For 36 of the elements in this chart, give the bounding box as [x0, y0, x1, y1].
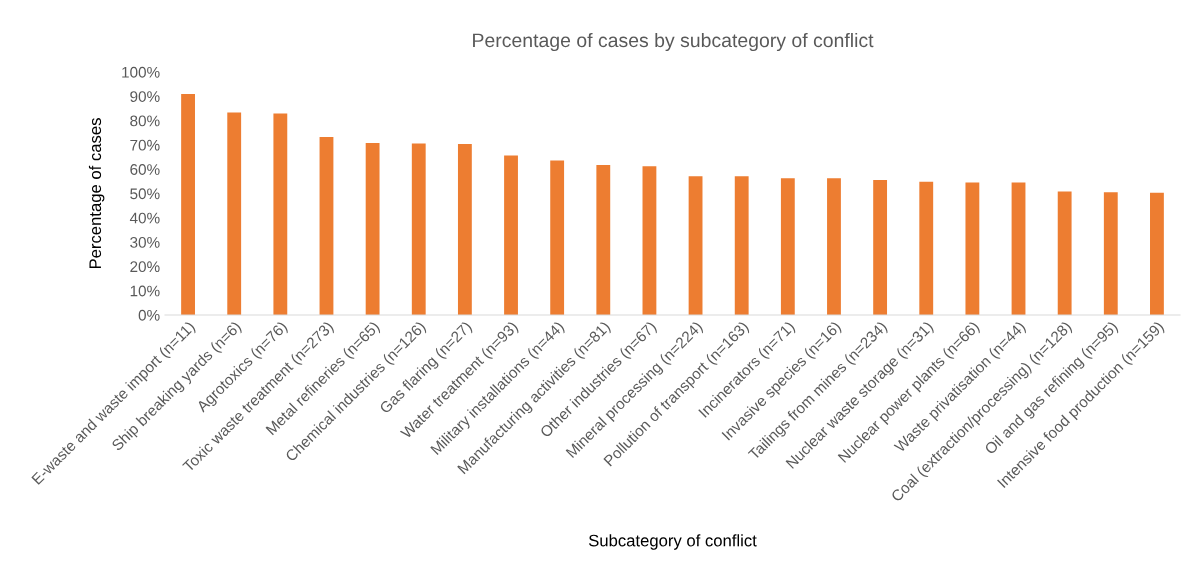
bar — [919, 181, 934, 315]
y-tick-label: 90% — [130, 91, 160, 102]
bar — [827, 178, 841, 315]
x-axis-title: Subcategory of conflict — [588, 534, 757, 550]
bar — [319, 136, 334, 315]
bar — [1103, 192, 1118, 315]
bar — [780, 178, 795, 315]
bar — [365, 142, 380, 315]
bar — [457, 143, 472, 315]
bar — [550, 160, 565, 315]
chart-title: Percentage of cases by subcategory of conflict — [473, 32, 874, 52]
y-tick-label: 0% — [138, 309, 160, 321]
y-tick-label: 30% — [130, 236, 160, 248]
bar — [181, 94, 195, 315]
bar — [1011, 182, 1026, 315]
bar — [688, 176, 703, 315]
bar — [227, 112, 242, 315]
bar — [734, 176, 749, 315]
y-tick-label: 80% — [130, 115, 160, 127]
bar — [273, 113, 288, 315]
y-axis-title: Percentage of cases — [88, 118, 105, 269]
bar — [1150, 192, 1164, 315]
bar — [642, 166, 657, 315]
y-tick-label: 100% — [122, 66, 160, 78]
bar — [411, 143, 426, 315]
y-tick-label: 70% — [130, 139, 160, 151]
y-tick-label: 40% — [129, 212, 160, 224]
bar — [965, 182, 980, 315]
bar — [1057, 191, 1072, 315]
bar — [873, 179, 888, 315]
y-tick-label: 20% — [130, 261, 160, 273]
y-tick-label: 50% — [130, 188, 160, 200]
y-tick-label: 60% — [130, 164, 160, 175]
y-tick-label: 10% — [130, 285, 160, 297]
bar — [504, 155, 518, 315]
bar — [596, 165, 611, 315]
